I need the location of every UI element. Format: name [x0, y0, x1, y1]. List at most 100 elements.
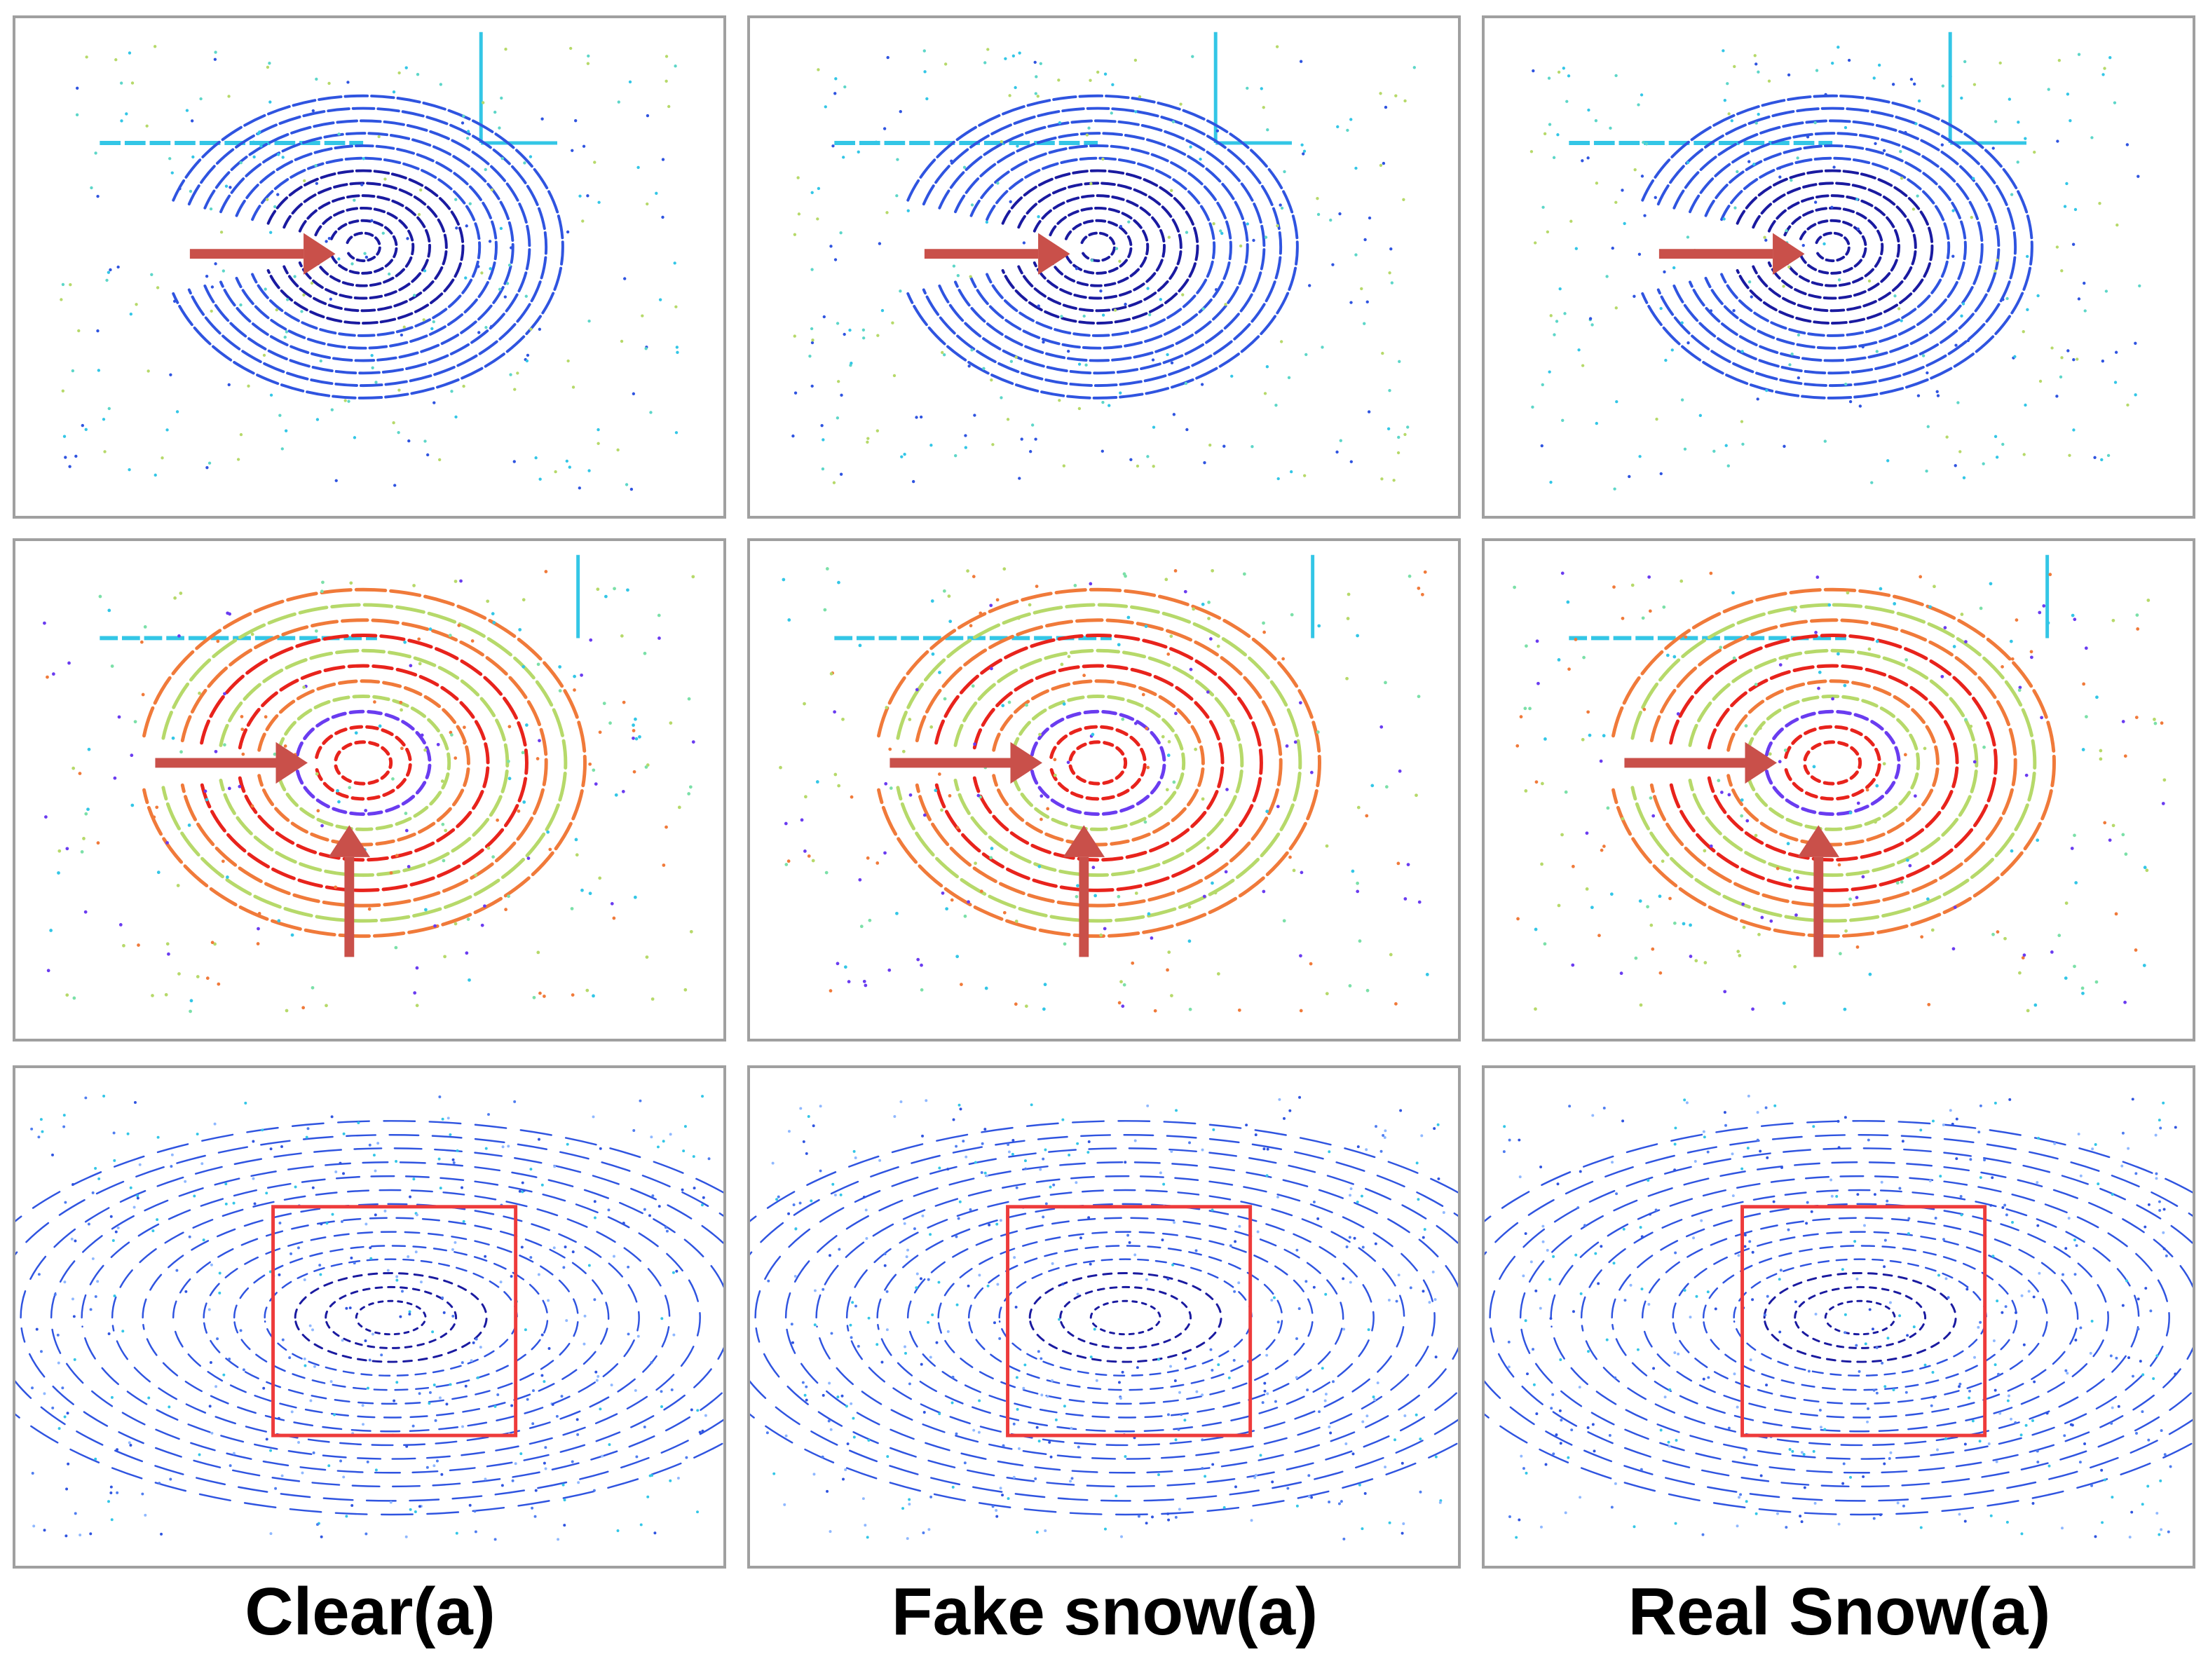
noise-point [641, 314, 644, 317]
noise-point [1541, 1240, 1545, 1243]
noise-point [1508, 1138, 1511, 1142]
indicator-arrow-up [1797, 825, 1839, 957]
noise-point [906, 209, 910, 212]
noise-point [1046, 1395, 1049, 1398]
noise-point [325, 1004, 328, 1008]
noise-point [862, 1195, 866, 1198]
noise-point [965, 1155, 968, 1159]
noise-point [1076, 1142, 1079, 1145]
noise-point [2134, 716, 2139, 719]
noise-point [1387, 1298, 1391, 1302]
noise-point [576, 1433, 580, 1436]
noise-point [782, 578, 786, 582]
noise-point [1403, 99, 1407, 103]
noise-point [1743, 1245, 1747, 1248]
noise-point [1534, 241, 1537, 245]
noise-point [196, 1133, 199, 1136]
noise-point [1015, 1186, 1018, 1189]
noise-point [919, 415, 923, 419]
noise-point [2066, 349, 2070, 353]
scan-ring [1519, 1161, 2193, 1474]
noise-point [628, 80, 632, 84]
noise-point [983, 1171, 987, 1175]
arrow-head [304, 233, 336, 275]
panel-r3-real-snow [1482, 1065, 2195, 1569]
noise-point [526, 353, 530, 357]
noise-point [1036, 95, 1040, 98]
noise-point [1234, 1485, 1237, 1489]
noise-point [969, 275, 972, 278]
noise-point [849, 1323, 852, 1327]
noise-point [819, 1169, 822, 1173]
noise-point [214, 50, 217, 54]
point-cluster [30, 1094, 711, 1541]
noise-point [433, 924, 437, 928]
noise-point [1173, 569, 1178, 573]
noise-point [1540, 781, 1544, 786]
noise-point [281, 156, 285, 159]
noise-point [1216, 972, 1220, 976]
noise-point [1882, 762, 1886, 766]
noise-point [1642, 140, 1645, 144]
noise-point [2022, 953, 2026, 957]
noise-point [2159, 1126, 2162, 1130]
noise-point [1409, 1286, 1412, 1290]
noise-point [1996, 1299, 1999, 1303]
noise-point [2070, 847, 2074, 850]
scan-ring [200, 634, 529, 892]
noise-point [63, 1415, 67, 1419]
noise-point [1818, 670, 1822, 674]
noise-point [1307, 1474, 1311, 1477]
noise-point [621, 790, 625, 793]
noise-point [607, 1208, 611, 1212]
noise-point [866, 437, 870, 440]
noise-point [97, 369, 101, 372]
noise-point [1756, 1111, 1759, 1114]
noise-point [493, 1538, 497, 1541]
noise-point [805, 1385, 808, 1388]
noise-point [113, 1159, 116, 1162]
noise-point [580, 673, 583, 677]
noise-point [1746, 1147, 1750, 1150]
noise-point [558, 665, 562, 669]
noise-point [205, 798, 209, 802]
noise-point [2162, 778, 2167, 782]
noise-point [1184, 381, 1188, 385]
noise-point [1401, 1531, 1404, 1535]
noise-point [1591, 1423, 1595, 1426]
noise-point [1900, 880, 1904, 884]
noise-point [454, 756, 458, 760]
noise-point [96, 329, 100, 333]
noise-point [397, 430, 400, 435]
noise-point [2010, 193, 2014, 196]
noise-point [867, 1316, 871, 1320]
noise-point [1579, 1170, 1582, 1173]
noise-point [1675, 1439, 1678, 1442]
noise-point [970, 348, 974, 352]
noise-point [1203, 460, 1206, 465]
noise-point [319, 359, 322, 363]
noise-point [1841, 1268, 1844, 1271]
noise-point [1348, 984, 1352, 988]
noise-point [1146, 765, 1150, 770]
noise-point [91, 1257, 95, 1260]
noise-point [1928, 605, 1933, 609]
noise-point [1522, 1467, 1525, 1470]
noise-point [107, 608, 111, 613]
noise-point [1543, 942, 1547, 946]
noise-point [893, 1115, 897, 1118]
noise-point [1576, 1206, 1580, 1210]
noise-point [885, 1290, 889, 1293]
noise-point [1595, 421, 1598, 425]
noise-point [65, 1487, 69, 1491]
noise-point [2073, 1238, 2076, 1242]
noise-point [348, 786, 352, 790]
noise-point [1295, 1248, 1299, 1252]
noise-point [1224, 870, 1228, 874]
noise-point [175, 410, 179, 414]
noise-point [886, 55, 890, 60]
noise-point [838, 1248, 841, 1251]
noise-point [313, 1365, 316, 1368]
noise-point [1157, 1473, 1160, 1477]
noise-point [457, 623, 461, 627]
